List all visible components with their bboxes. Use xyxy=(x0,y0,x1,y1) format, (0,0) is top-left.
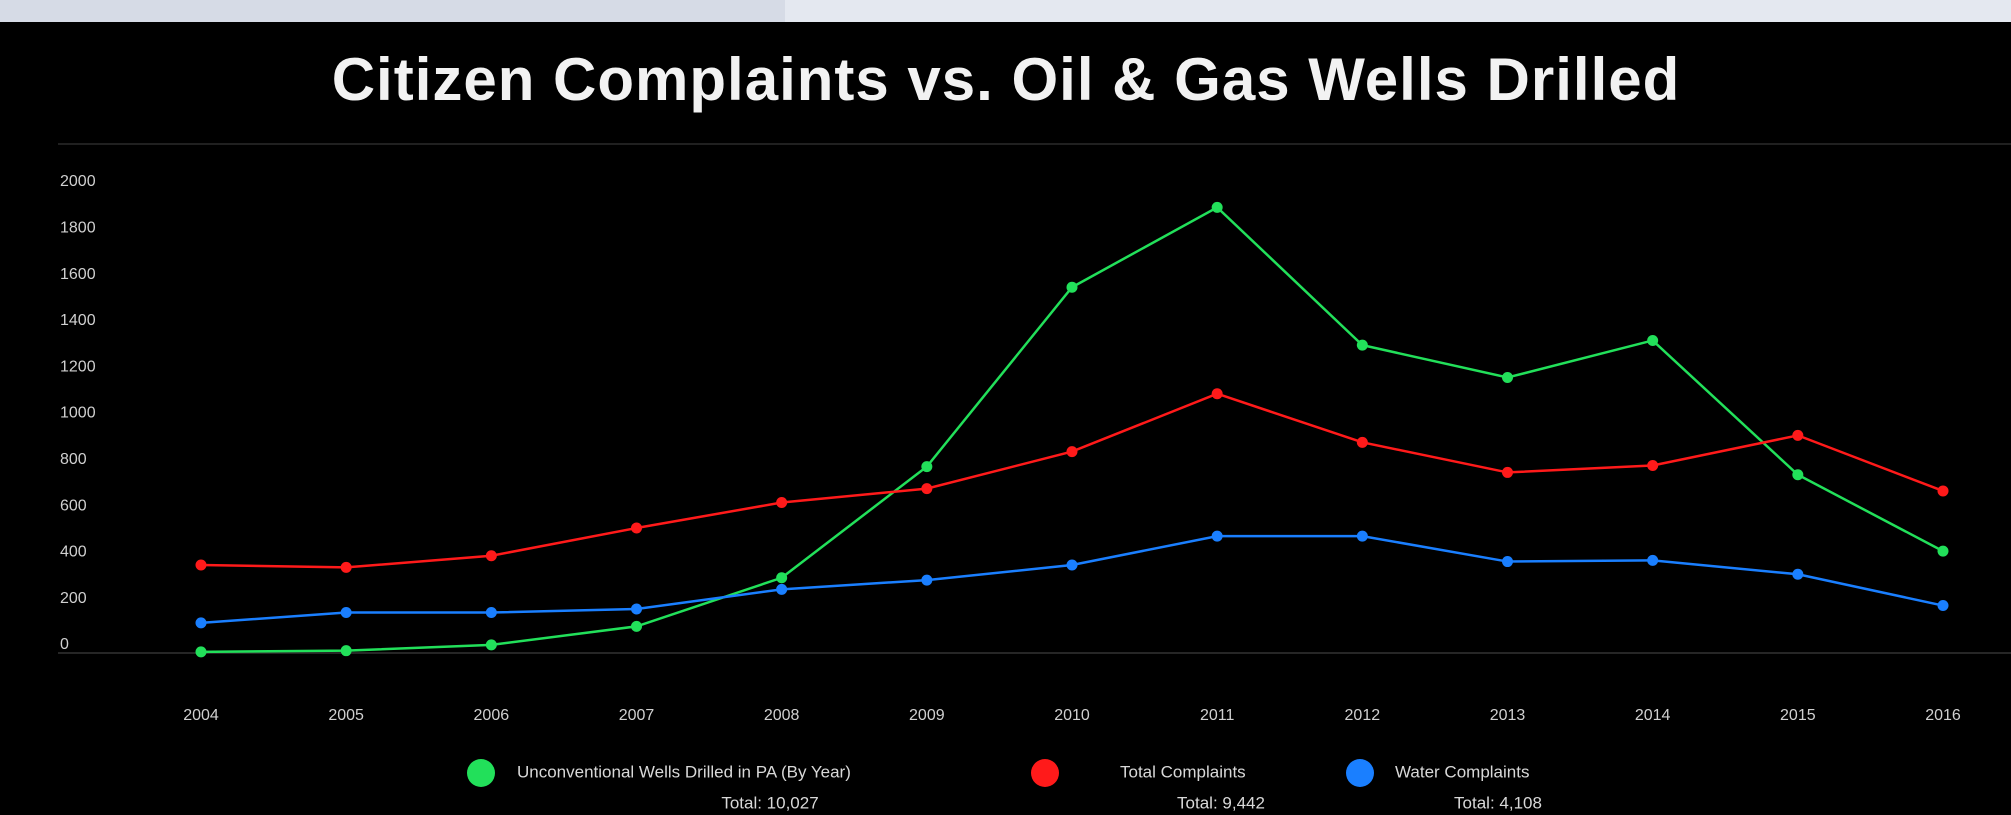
x-tick-label: 2015 xyxy=(1780,707,1816,724)
legend-swatch xyxy=(467,759,495,787)
data-point xyxy=(1937,545,1949,557)
legend-total: Total: 9,442 xyxy=(1177,793,1265,812)
y-tick-label: 1600 xyxy=(60,266,96,283)
y-tick-label: 400 xyxy=(60,544,87,561)
x-tick-label: 2010 xyxy=(1054,707,1090,724)
legend-label: Unconventional Wells Drilled in PA (By Y… xyxy=(517,762,851,781)
data-point xyxy=(1792,568,1804,580)
x-tick-label: 2009 xyxy=(909,707,945,724)
data-point xyxy=(1356,436,1368,448)
data-point xyxy=(1066,281,1078,293)
data-point xyxy=(1066,446,1078,458)
data-point xyxy=(631,603,642,615)
data-point xyxy=(195,559,207,571)
series-line xyxy=(200,392,1944,569)
data-point xyxy=(1937,600,1949,612)
data-point xyxy=(1647,554,1659,566)
data-point xyxy=(1356,339,1368,351)
data-point xyxy=(631,522,642,534)
data-point xyxy=(1502,466,1513,478)
x-tick-label: 2014 xyxy=(1635,707,1671,724)
x-tick-label: 2011 xyxy=(1200,707,1235,724)
data-point xyxy=(776,497,788,509)
data-point xyxy=(1066,559,1078,571)
x-tick-label: 2006 xyxy=(474,707,510,724)
y-tick-label: 1200 xyxy=(60,358,96,375)
data-point xyxy=(1647,334,1659,346)
data-point xyxy=(921,574,933,586)
y-tick-label: 600 xyxy=(60,497,87,514)
data-point xyxy=(1211,388,1223,400)
x-tick-label: 2008 xyxy=(764,707,800,724)
y-tick-label: 0 xyxy=(60,636,69,653)
data-point xyxy=(921,483,933,495)
y-tick-label: 200 xyxy=(60,590,87,607)
data-point xyxy=(195,646,207,658)
legend-label: Total Complaints xyxy=(1120,762,1246,781)
data-point xyxy=(1211,201,1223,213)
data-point xyxy=(1502,556,1513,568)
legend-swatch xyxy=(1031,759,1059,787)
data-point xyxy=(485,606,497,618)
legend-total: Total: 10,027 xyxy=(721,793,818,812)
data-point xyxy=(1792,469,1804,481)
data-point xyxy=(1792,429,1804,441)
data-point xyxy=(776,583,788,595)
y-tick-label: 1000 xyxy=(60,405,96,422)
y-tick-label: 1400 xyxy=(60,312,96,329)
x-tick-label: 2007 xyxy=(619,707,655,724)
data-point xyxy=(485,550,497,562)
data-point xyxy=(340,561,352,573)
data-point xyxy=(1937,485,1949,497)
y-tick-label: 800 xyxy=(60,451,87,468)
x-tick-label: 2013 xyxy=(1490,707,1526,724)
data-point xyxy=(921,461,933,473)
data-point xyxy=(1211,530,1223,542)
series-line xyxy=(200,534,1944,625)
legend-label: Water Complaints xyxy=(1395,762,1529,781)
x-tick-label: 2016 xyxy=(1925,707,1961,724)
legend-swatch xyxy=(1346,759,1374,787)
y-tick-label: 2000 xyxy=(60,173,96,190)
x-tick-label: 2005 xyxy=(328,707,364,724)
data-point xyxy=(776,572,788,584)
top-bar-tab xyxy=(785,0,2011,22)
data-point xyxy=(340,645,352,657)
series-line xyxy=(200,205,1944,654)
data-point xyxy=(631,620,642,632)
data-point xyxy=(195,617,207,629)
x-tick-label: 2004 xyxy=(183,707,219,724)
x-tick-label: 2012 xyxy=(1345,707,1381,724)
y-tick-label: 1800 xyxy=(60,220,96,237)
data-point xyxy=(485,639,497,651)
data-point xyxy=(340,606,352,618)
data-point xyxy=(1502,372,1513,384)
data-point xyxy=(1647,459,1659,471)
chart-title: Citizen Complaints vs. Oil & Gas Wells D… xyxy=(332,46,1681,113)
legend-total: Total: 4,108 xyxy=(1454,793,1542,812)
data-point xyxy=(1356,530,1368,542)
